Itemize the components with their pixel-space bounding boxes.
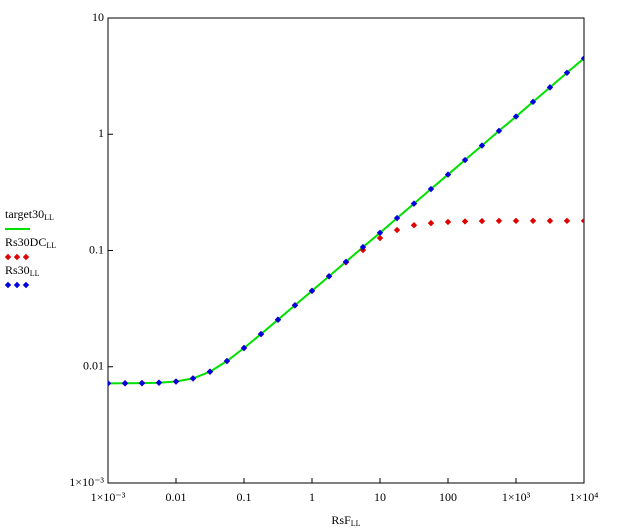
data-point	[512, 113, 520, 120]
x-tick-label: 1×10⁴	[570, 490, 599, 504]
data-point	[376, 234, 384, 242]
y-tick-label: 1	[98, 126, 104, 140]
legend-subscript: LL	[46, 241, 56, 250]
data-point	[121, 380, 129, 387]
x-tick-label: 1	[309, 490, 315, 504]
data-point	[138, 379, 146, 387]
data-point	[410, 222, 418, 229]
x-tick-label: 0.1	[237, 490, 252, 504]
data-point	[223, 357, 231, 365]
legend-swatch	[4, 281, 12, 289]
x-tick-label: 1×10³	[502, 490, 531, 504]
legend-swatch	[22, 253, 30, 261]
data-point	[563, 217, 571, 225]
x-axis-label: RsFLL	[331, 513, 360, 528]
data-point	[444, 171, 452, 178]
data-point	[155, 379, 163, 386]
legend-name: target30	[5, 207, 44, 221]
x-axis-label-subscript: LL	[351, 519, 361, 528]
data-point	[393, 226, 401, 234]
data-point	[325, 273, 333, 280]
legend-swatch	[4, 253, 12, 261]
y-tick-label: 0.1	[89, 242, 104, 256]
legend-label: Rs30DCLL	[5, 235, 56, 250]
data-point	[427, 219, 435, 227]
data-point	[206, 368, 214, 375]
data-point	[580, 217, 584, 225]
data-point	[240, 344, 248, 352]
data-point	[546, 217, 554, 225]
data-point	[512, 217, 520, 225]
data-point	[393, 214, 401, 222]
plot-frame	[107, 17, 585, 484]
x-tick-label: 100	[439, 490, 457, 504]
data-point	[172, 378, 180, 385]
data-point	[189, 375, 197, 382]
data-point	[274, 316, 282, 323]
y-tick-label: 1×10⁻³	[69, 475, 104, 489]
data-point	[291, 302, 299, 309]
data-point	[108, 380, 112, 387]
data-point	[461, 218, 469, 225]
legend-swatch	[22, 281, 30, 289]
data-point	[444, 218, 452, 226]
legend-name: Rs30DC	[5, 235, 46, 249]
data-point	[495, 217, 503, 225]
data-point	[478, 142, 486, 149]
x-axis-label-text: RsF	[331, 513, 351, 527]
x-tick-label: 0.01	[166, 490, 187, 504]
data-point	[427, 185, 435, 193]
data-point	[529, 98, 537, 106]
data-point	[495, 127, 503, 135]
data-point	[563, 69, 571, 76]
y-tick-label: 0.01	[83, 359, 104, 373]
x-tick-label: 1×10⁻³	[91, 490, 126, 504]
series-line	[108, 57, 584, 385]
legend-label: Rs30LL	[5, 263, 40, 278]
data-point	[529, 217, 537, 225]
legend-subscript: LL	[44, 213, 54, 222]
data-point	[359, 243, 367, 251]
legend-swatch	[13, 253, 21, 261]
x-tick-label: 10	[374, 490, 386, 504]
plot-area	[108, 55, 584, 387]
data-point	[342, 258, 350, 265]
data-point	[461, 156, 469, 164]
legend-swatch	[13, 281, 21, 289]
data-point	[376, 229, 384, 236]
legend-subscript: LL	[30, 269, 40, 278]
y-tick-label: 10	[92, 10, 104, 24]
data-point	[410, 200, 418, 207]
legend-label: target30LL	[5, 207, 54, 222]
data-point	[257, 330, 265, 338]
data-point	[546, 84, 554, 91]
data-point	[308, 287, 316, 295]
data-point	[580, 55, 584, 62]
data-point	[478, 217, 486, 225]
legend-name: Rs30	[5, 263, 30, 277]
